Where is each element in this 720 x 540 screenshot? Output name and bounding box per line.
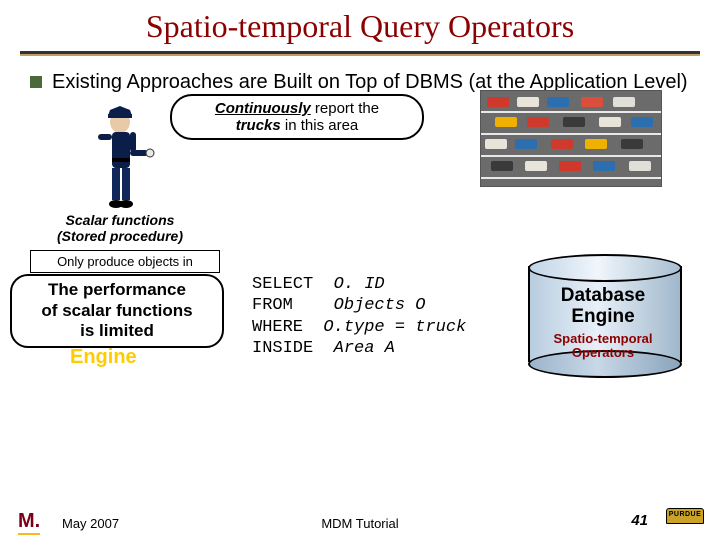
bubble-word-trucks: trucks	[236, 117, 281, 134]
scalar-functions-caption: Scalar functions(Stored procedure)	[40, 212, 200, 244]
sql-block: SELECT O. ID FROM Objects O WHERE O.type…	[252, 274, 466, 359]
bullet-square-icon	[30, 76, 42, 88]
footer: M. May 2007 MDM Tutorial 41 PURDUE	[0, 512, 720, 540]
database-cylinder: Database Engine Spatio-temporal Operator…	[528, 254, 678, 374]
page-number: 41	[631, 512, 648, 529]
db-title: Database Engine	[528, 286, 678, 328]
performance-callout: The performance of scalar functions is l…	[10, 274, 224, 348]
bubble-word-continuously: Continuously	[215, 100, 311, 117]
speech-bubble: Continuously report the trucks in this a…	[170, 94, 424, 140]
police-officer-icon	[90, 104, 160, 214]
produce-objects-box: Only produce objects in	[30, 250, 220, 273]
purdue-logo-icon: PURDUE	[666, 508, 706, 532]
db-subtitle: Spatio-temporal Operators	[528, 332, 678, 361]
title-rule	[20, 51, 700, 56]
footer-mid: MDM Tutorial	[0, 516, 720, 531]
bubble-suffix: in this area	[281, 117, 359, 134]
traffic-photo	[480, 90, 662, 187]
bubble-mid: report the	[311, 100, 379, 117]
slide-title: Spatio-temporal Query Operators	[0, 0, 720, 49]
engine-peek-label: Engine	[70, 346, 137, 369]
cylinder-top	[528, 254, 682, 282]
content-canvas: Continuously report the trucks in this a…	[0, 94, 720, 454]
